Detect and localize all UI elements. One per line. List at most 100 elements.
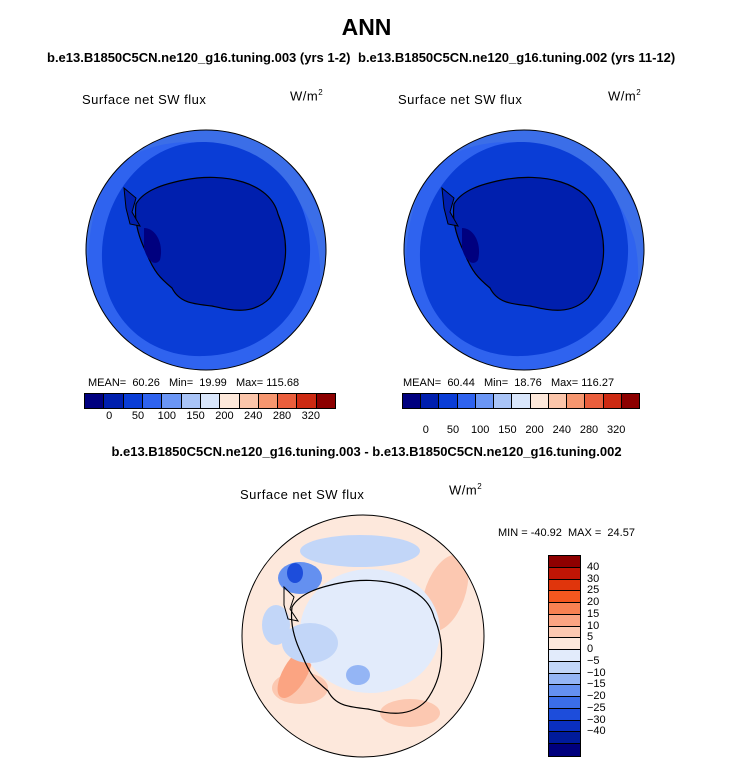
colorbar-swatch	[549, 591, 580, 603]
right-units: W/m2	[608, 88, 641, 103]
colorbar-label: 280	[579, 424, 599, 436]
colorbar-label: 0	[587, 643, 594, 656]
left-panel-title: Surface net SW flux	[82, 92, 207, 107]
left-colorbar	[84, 393, 336, 409]
colorbar-swatch	[585, 394, 604, 408]
left-units-base: W/m	[290, 88, 319, 104]
colorbar-swatch	[549, 720, 580, 733]
left-colorbar-labels: 0 50 100 150 200 240 280 320	[84, 410, 336, 424]
colorbar-swatch	[297, 394, 317, 408]
colorbar-label: 240	[244, 410, 263, 422]
colorbar-swatch	[549, 732, 580, 744]
diff-panel-title: Surface net SW flux	[240, 487, 365, 502]
colorbar-swatch	[530, 394, 549, 408]
colorbar-swatch	[603, 394, 622, 408]
right-map	[403, 129, 645, 371]
colorbar-swatch	[549, 603, 580, 615]
left-units-exp: 2	[318, 88, 324, 97]
colorbar-label: 200	[525, 424, 544, 436]
colorbar-label: −10	[587, 666, 606, 679]
colorbar-label: 15	[587, 607, 600, 620]
right-colorbar	[402, 393, 640, 409]
colorbar-label: 5	[587, 631, 594, 644]
colorbar-swatch	[421, 394, 440, 408]
colorbar-label: −40	[587, 725, 606, 738]
colorbar-label: 50	[131, 410, 145, 422]
colorbar-swatch	[278, 394, 298, 408]
diff-stats: MIN = -40.92 MAX = 24.57	[498, 527, 635, 539]
colorbar-label: 0	[422, 424, 429, 436]
colorbar-label: −5	[587, 654, 600, 667]
colorbar-label: 100	[471, 424, 490, 436]
colorbar-label: 150	[186, 410, 205, 422]
colorbar-swatch	[549, 744, 580, 756]
colorbar-swatch	[549, 661, 580, 674]
colorbar-label: 150	[498, 424, 517, 436]
colorbar-label: 320	[301, 410, 320, 422]
colorbar-swatch	[475, 394, 495, 408]
colorbar-swatch	[162, 394, 182, 408]
colorbar-label: −15	[587, 678, 606, 691]
colorbar-swatch	[512, 394, 531, 408]
colorbar-label: 0	[106, 410, 113, 422]
right-units-base: W/m	[608, 88, 637, 104]
diff-colorbar	[548, 555, 581, 757]
colorbar-swatch	[549, 626, 580, 639]
colorbar-swatch	[549, 556, 580, 568]
right-case-title: b.e13.B1850C5CN.ne120_g16.tuning.002 (yr…	[358, 50, 676, 65]
colorbar-label: 200	[215, 410, 234, 422]
colorbar-label: 10	[587, 619, 600, 632]
colorbar-swatch	[123, 394, 143, 408]
colorbar-swatch	[549, 579, 580, 592]
colorbar-swatch	[494, 394, 513, 408]
colorbar-swatch	[104, 394, 124, 408]
right-colorbar-labels: 0 50 100 150 200 240 280 320	[402, 424, 640, 438]
colorbar-swatch	[549, 708, 580, 721]
colorbar-swatch	[549, 638, 580, 650]
right-units-exp: 2	[636, 88, 642, 97]
colorbar-swatch	[549, 673, 580, 686]
colorbar-swatch	[85, 394, 105, 408]
colorbar-swatch	[316, 394, 336, 408]
colorbar-label: 30	[587, 572, 600, 585]
right-stats: MEAN= 60.44 Min= 18.76 Max= 116.27	[403, 377, 615, 389]
colorbar-swatch	[200, 394, 221, 408]
left-stats: MEAN= 60.26 Min= 19.99 Max= 115.68	[88, 377, 300, 389]
colorbar-label: 240	[552, 424, 571, 436]
colorbar-swatch	[403, 394, 422, 408]
colorbar-swatch	[239, 394, 259, 408]
colorbar-swatch	[549, 697, 580, 709]
colorbar-label: −30	[587, 713, 606, 726]
colorbar-swatch	[220, 394, 240, 408]
colorbar-swatch	[621, 394, 640, 408]
colorbar-label: −25	[587, 701, 606, 714]
colorbar-label: −20	[587, 690, 606, 703]
colorbar-label: 20	[587, 596, 600, 609]
diff-units: W/m2	[449, 482, 482, 497]
difference-map	[241, 514, 485, 758]
colorbar-swatch	[142, 394, 163, 408]
difference-title: b.e13.B1850C5CN.ne120_g16.tuning.003 - b…	[111, 444, 622, 459]
colorbar-label: 40	[587, 560, 600, 573]
colorbar-label: 25	[587, 584, 600, 597]
colorbar-label: 280	[272, 410, 292, 422]
diff-colorbar-labels: 40 30 25 20 15 10 5 0 −5 −10 −15 −20 −25 −30 −40	[587, 555, 617, 755]
colorbar-swatch	[457, 394, 476, 408]
colorbar-label: 50	[446, 424, 460, 436]
colorbar-swatch	[549, 650, 580, 662]
colorbar-swatch	[549, 567, 580, 580]
left-case-title: b.e13.B1850C5CN.ne120_g16.tuning.003 (yr…	[47, 50, 351, 65]
colorbar-label: 100	[157, 410, 176, 422]
diff-units-base: W/m	[449, 482, 478, 498]
colorbar-swatch	[549, 614, 580, 627]
left-units: W/m2	[290, 88, 323, 103]
diff-units-exp: 2	[477, 482, 483, 491]
colorbar-swatch	[181, 394, 201, 408]
colorbar-swatch	[549, 685, 580, 697]
figure-title: ANN	[341, 14, 392, 40]
left-map	[85, 129, 327, 371]
colorbar-swatch	[567, 394, 586, 408]
right-panel-title: Surface net SW flux	[398, 92, 523, 107]
colorbar-label: 320	[607, 424, 626, 436]
colorbar-swatch	[548, 394, 568, 408]
